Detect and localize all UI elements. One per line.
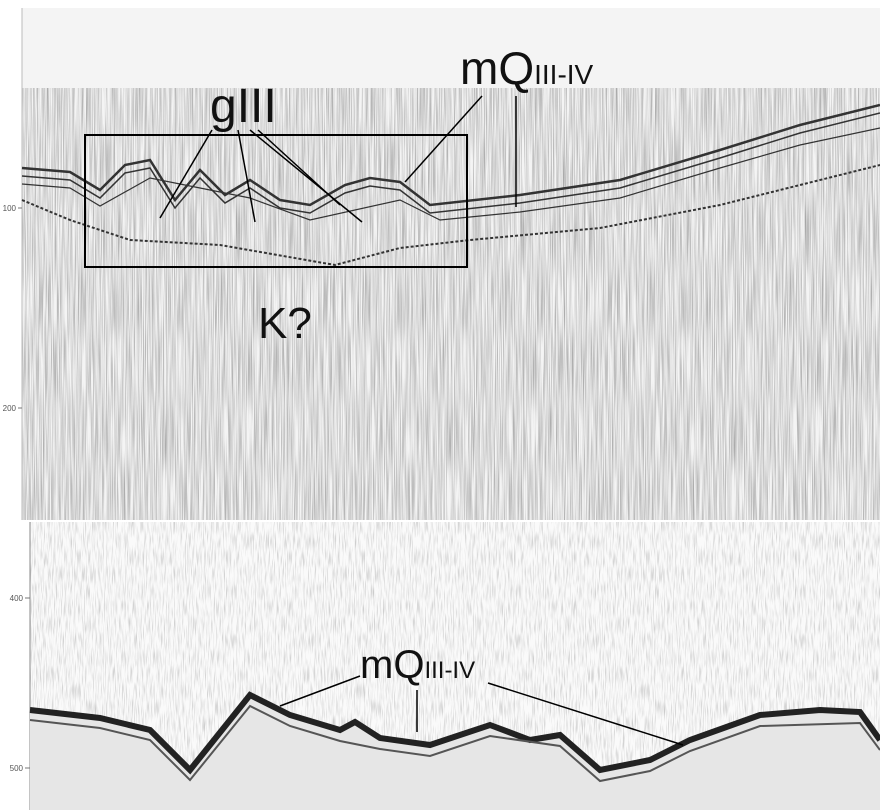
label-text: mQ: [460, 42, 534, 94]
y-tick-label: 500: [10, 764, 24, 773]
label-subscript: III-IV: [534, 59, 593, 90]
label-k: K?: [258, 299, 312, 348]
label-subscript: III-IV: [424, 657, 475, 684]
noise-texture: [22, 88, 880, 520]
top-panel: 100 200 gIII mQIII-IV K?: [3, 8, 880, 520]
label-giii: gIII: [210, 80, 277, 133]
y-tick-label: 400: [10, 594, 24, 603]
bottom-panel: 400 500 mQIII-IV: [10, 522, 880, 810]
seismic-figure: 100 200 gIII mQIII-IV K? 400 500: [0, 0, 880, 810]
y-tick-label: 100: [3, 204, 17, 213]
y-tick-label: 200: [3, 404, 17, 413]
label-text: mQ: [360, 643, 424, 687]
